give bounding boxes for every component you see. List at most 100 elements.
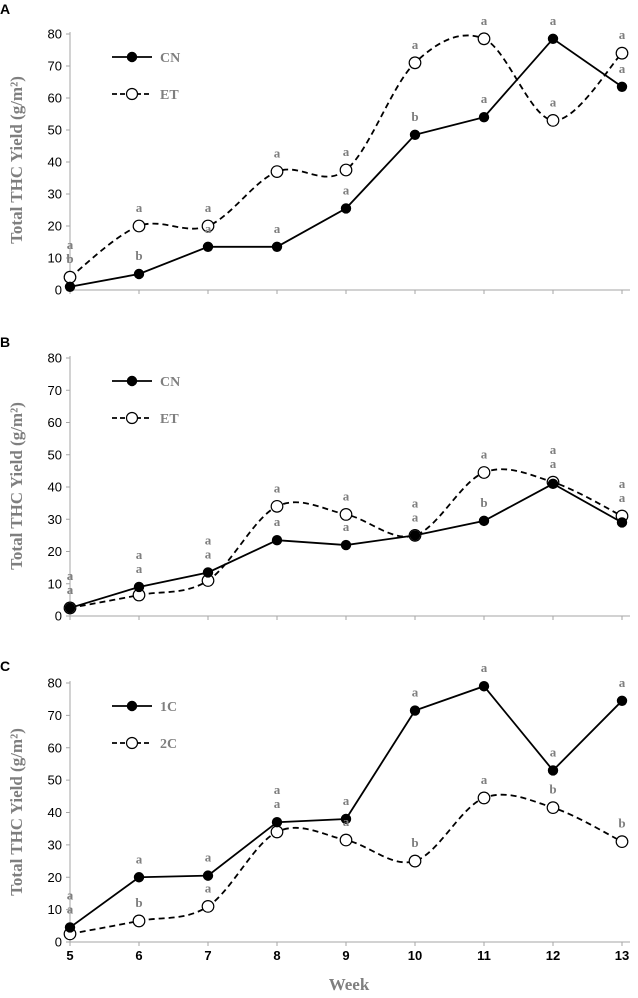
data-point-et: [408, 56, 422, 70]
y-tick-label: 20: [48, 870, 62, 885]
x-tick-label: 7: [204, 948, 211, 963]
legend-label-cn: CN: [160, 375, 180, 390]
y-tick-label: 80: [48, 27, 62, 42]
x-tick-label: 10: [408, 948, 422, 963]
significance-letter: a: [619, 476, 626, 491]
x-tick-label: 9: [342, 948, 349, 963]
significance-letter: a: [550, 456, 557, 471]
panel-c: C Total THC Yield (g/m²) Week 0 10 20 30 40 5…: [0, 658, 630, 994]
data-point-cn: [340, 203, 352, 214]
significance-letter: b: [480, 495, 487, 510]
data-point-cn: [478, 515, 490, 527]
y-axis-label-a: Total THC Yield (g/m²): [7, 76, 26, 244]
significance-letter: a: [343, 519, 350, 534]
significance-letter: a: [619, 61, 626, 76]
data-point-2c: [408, 854, 422, 868]
significance-letter: a: [205, 850, 212, 865]
legend-marker-et: [125, 411, 139, 425]
data-point-cn: [409, 129, 421, 140]
data-point-cn: [547, 478, 559, 489]
panel-label-a: A: [0, 1, 10, 17]
data-point-1c: [616, 695, 628, 707]
data-point-2c: [270, 825, 284, 839]
y-tick-label: 30: [48, 512, 62, 527]
y-tick-label: 10: [48, 576, 62, 591]
legend-marker-2c: [125, 736, 139, 750]
significance-letter: a: [274, 796, 281, 811]
legend-marker-cn: [126, 51, 138, 63]
data-point-et: [339, 163, 353, 177]
y-tick-label: 20: [48, 219, 62, 234]
data-point-cn: [547, 33, 559, 45]
significance-letter: a: [619, 675, 626, 690]
y-axis-label-c: Total THC Yield (g/m²): [7, 728, 26, 896]
legend-label-1c: 1C: [160, 700, 177, 715]
y-tick-label: 70: [48, 383, 62, 398]
significance-letter: a: [550, 442, 557, 457]
data-point-1c: [547, 765, 559, 776]
data-point-cn: [340, 539, 352, 551]
significance-letter: a: [412, 509, 419, 524]
significance-letter: b: [135, 895, 142, 910]
y-tick-label: 70: [48, 708, 62, 723]
y-tick-label: 10: [48, 902, 62, 917]
data-point-2c: [339, 833, 353, 847]
data-point-et: [546, 113, 560, 127]
significance-letter: a: [481, 91, 488, 106]
significance-letter: a: [619, 490, 626, 505]
significance-letter: a: [343, 144, 350, 159]
y-tick-label: 30: [48, 187, 62, 202]
data-point-cn: [202, 567, 214, 578]
y-tick-label: 40: [48, 805, 62, 820]
data-point-1c: [64, 922, 76, 933]
y-tick-label: 40: [48, 155, 62, 170]
y-axis-label-b: Total THC Yield (g/m²): [7, 402, 26, 570]
significance-letter: a: [67, 901, 74, 916]
y-tick-label: 80: [48, 676, 62, 691]
significance-letter: a: [274, 782, 281, 797]
x-tick-label: 13: [615, 948, 629, 963]
y-tick-label: 70: [48, 59, 62, 74]
significance-letter: a: [619, 27, 626, 42]
significance-letter: a: [343, 488, 350, 503]
significance-letter: b: [618, 816, 625, 831]
y-tick-label: 10: [48, 251, 62, 266]
legend-marker-1c: [126, 700, 138, 712]
significance-letter: a: [412, 37, 419, 52]
legend-label-et: ET: [160, 88, 179, 103]
data-point-1c: [409, 705, 421, 716]
data-point-1c: [202, 870, 214, 881]
significance-letter: a: [205, 200, 212, 215]
significance-letter: a: [136, 851, 143, 866]
y-tick-label: 20: [48, 544, 62, 559]
significance-letter: b: [411, 109, 418, 124]
data-point-1c: [133, 872, 145, 883]
y-tick-label: 60: [48, 740, 62, 755]
data-point-cn: [64, 281, 76, 292]
significance-letter: a: [274, 221, 281, 236]
significance-letter: a: [274, 480, 281, 495]
data-point-cn: [271, 535, 283, 546]
data-point-2c: [132, 914, 146, 928]
data-point-et: [201, 219, 215, 233]
legend-marker-cn: [126, 375, 138, 387]
data-point-cn: [202, 241, 214, 252]
legend-label-cn: CN: [160, 51, 180, 66]
significance-letter: a: [205, 532, 212, 547]
x-axis-label: Week: [329, 975, 370, 994]
significance-letter: a: [205, 221, 212, 236]
data-point-et: [477, 466, 491, 479]
significance-letter: a: [205, 880, 212, 895]
y-tick-label: 80: [48, 351, 62, 366]
series-line-et: [69, 34, 623, 278]
significance-letter: a: [481, 772, 488, 787]
significance-letter: a: [550, 13, 557, 28]
significance-letter: a: [67, 568, 74, 583]
significance-letter: a: [274, 514, 281, 529]
x-tick-label: 8: [273, 948, 280, 963]
series-line-cn: [69, 37, 623, 288]
significance-letter: a: [136, 561, 143, 576]
data-point-cn: [616, 517, 628, 528]
significance-letter: b: [549, 782, 556, 797]
